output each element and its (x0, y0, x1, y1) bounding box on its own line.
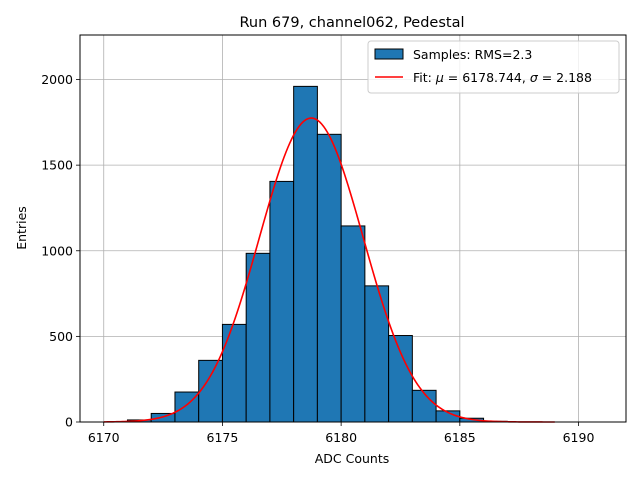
histogram-bar (388, 335, 413, 423)
plot-frame (79, 34, 627, 423)
legend-swatch-samples (374, 48, 404, 60)
y-tick-label: 0 (65, 415, 73, 430)
fit-curve (103, 117, 555, 423)
legend-label-fit: Fit: μ = 6178.744, σ = 2.188 (413, 70, 592, 85)
x-axis-label: ADC Counts (315, 451, 390, 466)
x-tick-label: 6170 (88, 430, 120, 445)
histogram-bar (221, 323, 247, 423)
x-tick-label: 6185 (444, 430, 476, 445)
y-axis-ticks: 0 500 1000 1500 2000 (41, 72, 80, 430)
histogram-bar (316, 133, 342, 423)
histogram-bar (293, 85, 318, 423)
legend-label-samples: Samples: RMS=2.3 (413, 47, 532, 62)
y-tick-label: 1000 (41, 243, 73, 258)
histogram-bar (245, 252, 271, 423)
y-tick-label: 2000 (41, 72, 73, 87)
histogram-bar (198, 359, 223, 423)
histogram-bar (340, 225, 366, 423)
chart-title: Run 679, channel062, Pedestal (239, 15, 464, 31)
x-axis-ticks: 6170 6175 6180 6185 6190 (88, 422, 595, 445)
x-tick-label: 6180 (325, 430, 357, 445)
y-tick-label: 500 (49, 329, 73, 344)
legend: Samples: RMS=2.3 Fit: μ = 6178.744, σ = … (367, 40, 620, 94)
y-tick-label: 1500 (41, 158, 73, 173)
histogram-bar (269, 180, 295, 423)
histogram-bar (364, 285, 390, 423)
legend-box (367, 40, 620, 94)
x-tick-label: 6175 (207, 430, 239, 445)
histogram-bars (126, 85, 508, 423)
x-tick-label: 6190 (563, 430, 595, 445)
y-axis-label: Entries (14, 206, 29, 250)
histogram-bar (411, 389, 437, 423)
